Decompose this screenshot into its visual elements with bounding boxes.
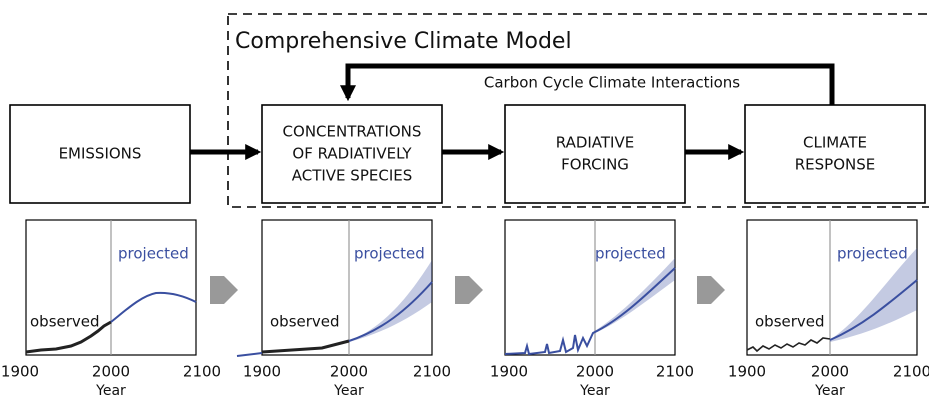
panel-frame [746,219,918,356]
model-boundary [227,13,929,208]
feedback-label: Carbon Cycle Climate Interactions [484,74,740,92]
label: 1900 [490,363,528,381]
label: Year [579,383,610,399]
panel: observed projected 1900 2000 2100 Year [728,219,929,399]
label: 1900 [728,363,766,381]
label: 2100 [413,363,451,381]
feedback-arrow [339,63,835,105]
chevron [210,276,238,304]
label: projected [837,245,908,263]
model-title: Comprehensive Climate Model [235,29,572,54]
label: 2000 [811,363,849,381]
label: 1900 [243,363,281,381]
panel-frame [261,219,433,356]
panel-curve [504,267,676,356]
label: observed [270,313,340,331]
label: observed [755,313,825,331]
box [9,104,191,204]
box-label: FORCING [561,156,629,174]
box-label: OF RADIATIVELY [292,145,412,163]
box [504,104,686,204]
panel: observed projected 1900 2000 2100 Year [236,219,451,399]
panel-curve [830,248,917,342]
label: observed [30,313,100,331]
label: projected [595,245,666,263]
box-label: RADIATIVE [556,134,634,152]
label: 2000 [92,363,130,381]
panel-curve [349,260,432,342]
label: 2100 [656,363,694,381]
label: Year [333,383,364,399]
label: 1900 [1,363,39,381]
panel-curve [25,320,112,354]
box [261,104,443,204]
label: 2000 [330,363,368,381]
panel-curve [261,339,350,354]
panel: observed projected 1900 2000 2100 Year [1,219,221,399]
panel-curve [236,281,433,357]
chevron [697,276,725,304]
label: projected [354,245,425,263]
label: 2100 [183,363,221,381]
box-label: RESPONSE [795,156,876,174]
box-label: ACTIVE SPECIES [292,167,413,185]
panel-curve [110,291,197,323]
label: 2000 [576,363,614,381]
box-label: CLIMATE [803,134,867,152]
chevron [455,276,483,304]
label: Year [95,383,126,399]
label: Year [814,383,845,399]
panel: projected 1900 2000 2100 Year [490,219,694,399]
box [744,104,926,204]
box-label: EMISSIONS [59,145,142,163]
box-label: CONCENTRATIONS [283,123,422,141]
panel-curve [829,279,918,341]
label: projected [118,245,189,263]
panel-frame [504,219,676,356]
label: 2100 [893,363,929,381]
panel-curve [746,337,831,353]
